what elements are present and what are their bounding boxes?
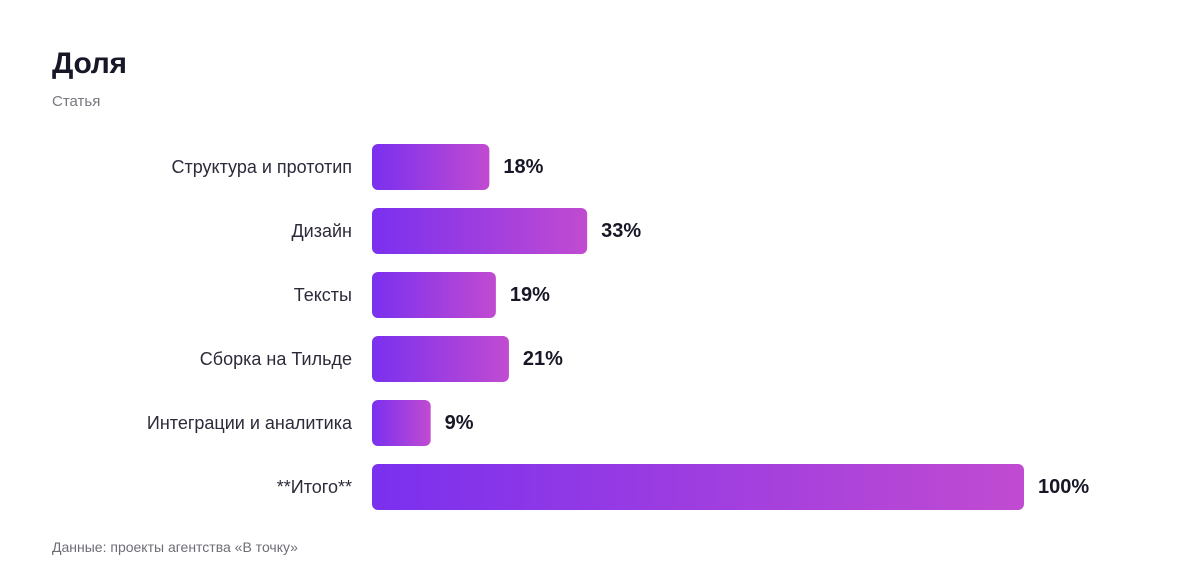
bar: [372, 400, 431, 446]
data-label: 18%: [503, 156, 543, 178]
data-label: 100%: [1038, 476, 1089, 498]
data-source-note: Данные: проекты агентства «В точку»: [52, 539, 298, 555]
bar: [372, 272, 496, 318]
data-label: 19%: [510, 284, 550, 306]
category-label: Интеграции и аналитика: [147, 413, 353, 433]
bar: [372, 208, 588, 254]
data-label: 33%: [601, 220, 641, 242]
chart-title: Доля: [52, 47, 127, 80]
category-label: Дизайн: [291, 221, 352, 241]
category-label: Сборка на Тильде: [200, 349, 352, 369]
chart-subtitle: Статья: [52, 93, 101, 110]
bars-layer: Структура и прототип 18% Дизайн 33% Тексты 19…: [147, 144, 1089, 510]
bar: [372, 144, 490, 190]
data-label: 9%: [445, 412, 474, 434]
category-label: Структура и прототип: [171, 157, 352, 177]
category-label: Тексты: [294, 285, 352, 305]
category-label: **Итого**: [277, 477, 352, 497]
bar: [372, 336, 509, 382]
data-label: 21%: [523, 348, 563, 370]
bar: [372, 464, 1024, 510]
